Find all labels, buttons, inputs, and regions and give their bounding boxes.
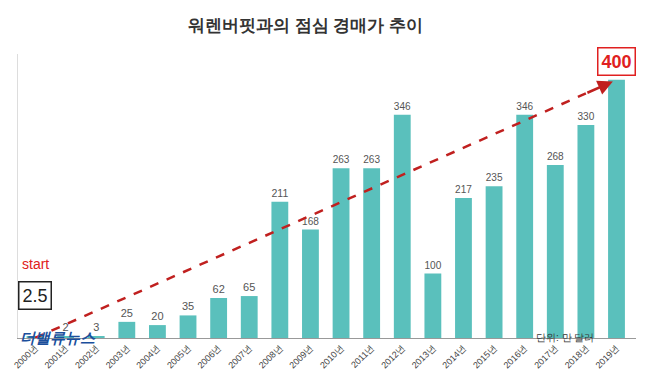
svg-text:168: 168 [302, 216, 319, 227]
svg-text:65: 65 [243, 281, 255, 293]
svg-text:35: 35 [182, 300, 194, 312]
svg-text:2008년: 2008년 [257, 343, 285, 371]
svg-text:2010년: 2010년 [318, 343, 346, 371]
svg-text:346: 346 [394, 101, 411, 112]
svg-text:2004년: 2004년 [134, 343, 162, 371]
svg-text:워렌버핏과의 점심 경매가 추이: 워렌버핏과의 점심 경매가 추이 [188, 16, 423, 35]
svg-text:2006년: 2006년 [196, 343, 224, 371]
svg-text:268: 268 [547, 151, 564, 162]
svg-text:2.5: 2.5 [23, 286, 48, 306]
svg-text:더밸류뉴스: 더밸류뉴스 [20, 329, 96, 346]
svg-text:2014년: 2014년 [440, 343, 468, 371]
svg-text:2009년: 2009년 [287, 343, 315, 371]
svg-text:2018년: 2018년 [563, 343, 591, 371]
svg-text:2016년: 2016년 [502, 343, 530, 371]
svg-text:2015년: 2015년 [471, 343, 499, 371]
svg-text:62: 62 [213, 283, 225, 295]
svg-text:2012년: 2012년 [379, 343, 407, 371]
svg-text:2017년: 2017년 [532, 343, 560, 371]
svg-text:단위: 만 달러: 단위: 만 달러 [536, 332, 594, 343]
svg-text:25: 25 [121, 307, 133, 319]
svg-text:211: 211 [271, 187, 288, 199]
svg-text:263: 263 [363, 154, 380, 165]
svg-text:346: 346 [516, 101, 533, 112]
svg-text:2005년: 2005년 [165, 343, 193, 371]
svg-text:2013년: 2013년 [410, 343, 438, 371]
svg-text:2003년: 2003년 [104, 343, 132, 371]
svg-text:2007년: 2007년 [226, 343, 254, 371]
svg-text:2011년: 2011년 [349, 343, 376, 370]
svg-text:start: start [22, 256, 49, 272]
svg-text:2002년: 2002년 [73, 343, 101, 371]
svg-text:330: 330 [577, 111, 594, 122]
svg-text:100: 100 [424, 260, 441, 271]
svg-text:2000년: 2000년 [12, 343, 40, 371]
svg-text:2: 2 [63, 321, 69, 333]
svg-text:400: 400 [602, 52, 632, 72]
svg-text:3: 3 [93, 321, 99, 333]
svg-text:235: 235 [486, 172, 503, 183]
svg-text:263: 263 [333, 154, 350, 165]
svg-text:217: 217 [455, 184, 472, 195]
svg-text:20: 20 [151, 310, 163, 322]
svg-text:2001년: 2001년 [43, 343, 71, 371]
svg-text:2019년: 2019년 [593, 343, 621, 371]
